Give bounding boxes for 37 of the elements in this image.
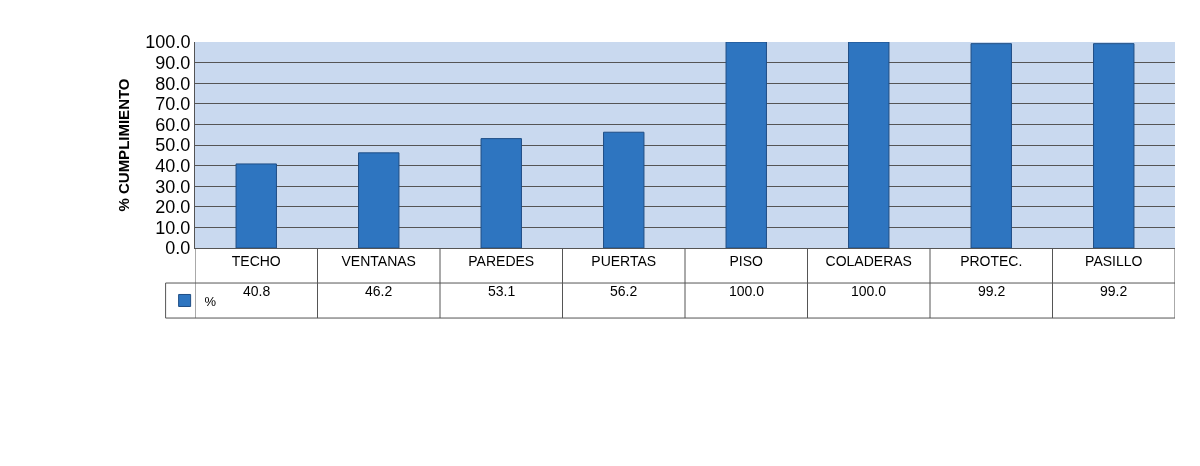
y-tick-label: 70.0 [155,94,191,115]
bar [1093,43,1135,248]
x-tick-label: TECHO [231,252,281,269]
x-tick-label: PISO [729,252,764,269]
data-label: 46.2 [365,283,393,299]
bar [970,43,1012,248]
bar [725,42,767,248]
y-axis-title: % CUMPLIMIENTO [114,78,132,212]
bar [480,138,522,248]
x-tick-label: PAREDES [468,252,535,269]
y-tick-label: 10.0 [155,217,191,238]
data-label: 53.1 [488,283,516,299]
y-tick-label: 30.0 [155,176,191,197]
data-label: 40.8 [243,283,271,299]
y-tick-label: 0.0 [165,238,191,259]
y-tick-label: 60.0 [155,114,191,135]
y-tick-label: 50.0 [155,135,191,156]
x-tick-label: COLADERAS [825,252,912,269]
bar [235,163,277,248]
bar [358,152,400,248]
bar [603,131,645,248]
data-label: 56.2 [610,283,638,299]
x-tick-label: PUERTAS [591,252,657,269]
y-tick-label: 40.0 [155,155,191,176]
data-label: 100.0 [729,283,765,299]
bar [848,42,890,248]
legend-label: % [204,293,217,309]
y-tick-label: 20.0 [155,197,191,218]
data-label: 100.0 [851,283,887,299]
y-tick-label: 90.0 [155,52,191,73]
x-tick-label: PASILLO [1085,252,1143,269]
x-tick-label: VENTANAS [341,252,416,269]
x-tick-label: PROTEC. [960,252,1023,269]
y-tick-label: 100.0 [145,32,191,53]
data-label: 99.2 [1100,283,1128,299]
y-tick-label: 80.0 [155,73,191,94]
data-label: 99.2 [978,283,1006,299]
